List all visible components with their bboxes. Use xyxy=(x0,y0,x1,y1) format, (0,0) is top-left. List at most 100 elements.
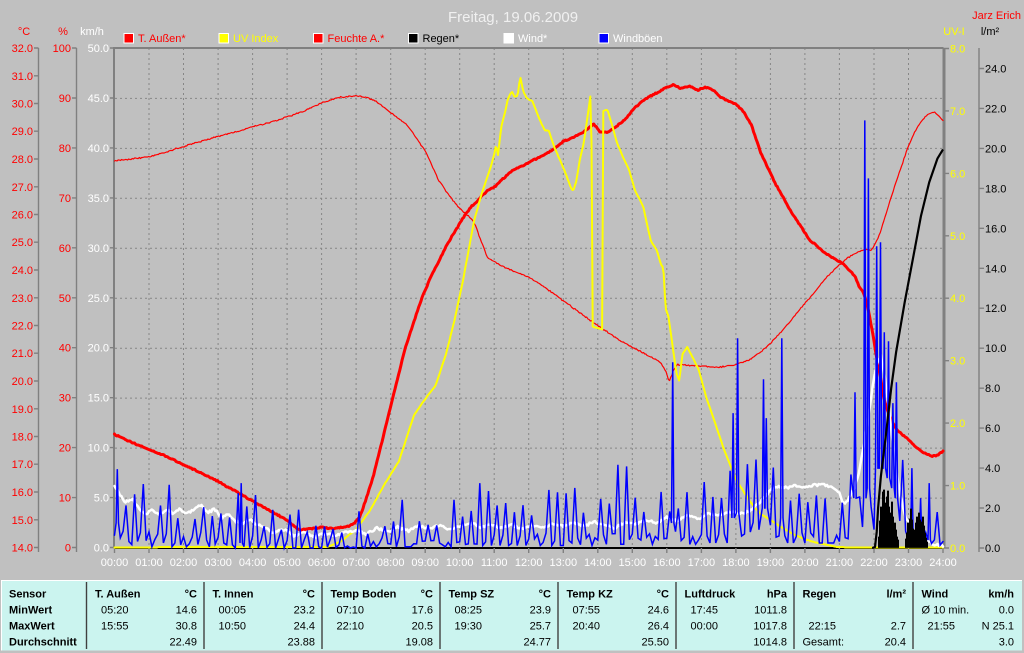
svg-text:18.0: 18.0 xyxy=(985,183,1006,195)
svg-text:0: 0 xyxy=(65,543,71,555)
svg-text:Wind: Wind xyxy=(922,589,949,601)
svg-text:25.50: 25.50 xyxy=(641,636,669,648)
svg-text:25.0: 25.0 xyxy=(88,293,109,305)
svg-text:Temp KZ: Temp KZ xyxy=(567,589,614,601)
svg-text:30.0: 30.0 xyxy=(12,99,33,111)
svg-text:UV Index: UV Index xyxy=(233,33,279,45)
svg-text:15.0: 15.0 xyxy=(88,393,109,405)
svg-text:20.0: 20.0 xyxy=(12,376,33,388)
svg-text:14.0: 14.0 xyxy=(12,543,33,555)
svg-text:07:00: 07:00 xyxy=(342,557,370,569)
svg-text:22.0: 22.0 xyxy=(985,103,1006,115)
svg-text:03:00: 03:00 xyxy=(204,557,232,569)
svg-text:20:40: 20:40 xyxy=(573,621,601,633)
svg-text:05:00: 05:00 xyxy=(273,557,301,569)
svg-text:21:00: 21:00 xyxy=(826,557,854,569)
svg-text:24.4: 24.4 xyxy=(294,621,315,633)
svg-text:21:55: 21:55 xyxy=(928,621,956,633)
svg-text:20.5: 20.5 xyxy=(412,621,433,633)
svg-text:Luftdruck: Luftdruck xyxy=(685,589,737,601)
svg-text:30: 30 xyxy=(59,393,71,405)
svg-text:09:00: 09:00 xyxy=(411,557,439,569)
svg-text:22.0: 22.0 xyxy=(12,321,33,333)
svg-text:T. Innen: T. Innen xyxy=(213,589,254,601)
svg-text:10.0: 10.0 xyxy=(88,443,109,455)
svg-text:km/h: km/h xyxy=(80,26,104,38)
svg-text:26.0: 26.0 xyxy=(12,210,33,222)
svg-text:27.0: 27.0 xyxy=(12,182,33,194)
svg-text:00:05: 00:05 xyxy=(219,605,247,617)
svg-text:02:00: 02:00 xyxy=(170,557,198,569)
svg-text:20.0: 20.0 xyxy=(985,143,1006,155)
svg-text:01:00: 01:00 xyxy=(135,557,163,569)
svg-text:5.0: 5.0 xyxy=(94,493,109,505)
svg-text:14.0: 14.0 xyxy=(985,263,1006,275)
svg-text:Durchschnitt: Durchschnitt xyxy=(9,636,77,648)
svg-text:19.08: 19.08 xyxy=(405,636,433,648)
svg-text:19.0: 19.0 xyxy=(12,404,33,416)
svg-text:T. Außen: T. Außen xyxy=(95,589,141,601)
svg-text:4.0: 4.0 xyxy=(985,463,1000,475)
svg-text:°C: °C xyxy=(657,589,669,601)
svg-text:16:00: 16:00 xyxy=(653,557,681,569)
svg-text:08:00: 08:00 xyxy=(377,557,405,569)
svg-text:10:50: 10:50 xyxy=(219,621,247,633)
svg-text:17:00: 17:00 xyxy=(688,557,716,569)
svg-text:18.0: 18.0 xyxy=(12,432,33,444)
svg-text:N 25.1: N 25.1 xyxy=(982,621,1014,633)
svg-text:07:55: 07:55 xyxy=(573,605,601,617)
svg-text:08:25: 08:25 xyxy=(455,605,483,617)
svg-text:km/h: km/h xyxy=(988,589,1014,601)
svg-text:20.4: 20.4 xyxy=(885,636,906,648)
svg-text:23.2: 23.2 xyxy=(294,605,315,617)
svg-text:70: 70 xyxy=(59,193,71,205)
svg-text:17:45: 17:45 xyxy=(691,605,719,617)
svg-text:00:00: 00:00 xyxy=(691,621,719,633)
svg-text:24.6: 24.6 xyxy=(648,605,669,617)
svg-text:3.0: 3.0 xyxy=(999,636,1014,648)
svg-text:°C: °C xyxy=(539,589,551,601)
svg-text:10: 10 xyxy=(59,493,71,505)
svg-text:32.0: 32.0 xyxy=(12,43,33,55)
svg-text:0.0: 0.0 xyxy=(999,605,1014,617)
svg-text:Sensor: Sensor xyxy=(9,589,47,601)
svg-text:35.0: 35.0 xyxy=(88,193,109,205)
svg-text:Regen*: Regen* xyxy=(423,33,460,45)
svg-text:2.0: 2.0 xyxy=(985,503,1000,515)
svg-text:Gesamt:: Gesamt: xyxy=(803,636,845,648)
svg-text:19:30: 19:30 xyxy=(455,621,483,633)
svg-text:20.0: 20.0 xyxy=(88,343,109,355)
svg-text:40.0: 40.0 xyxy=(88,143,109,155)
svg-text:29.0: 29.0 xyxy=(12,126,33,138)
svg-text:04:00: 04:00 xyxy=(239,557,267,569)
svg-text:50: 50 xyxy=(59,293,71,305)
svg-text:18:00: 18:00 xyxy=(722,557,750,569)
svg-text:hPa: hPa xyxy=(767,589,788,601)
svg-text:°C: °C xyxy=(421,589,433,601)
svg-text:Feuchte A.*: Feuchte A.* xyxy=(328,33,386,45)
svg-text:31.0: 31.0 xyxy=(12,71,33,83)
svg-text:15.0: 15.0 xyxy=(12,515,33,527)
svg-text:22:10: 22:10 xyxy=(337,621,365,633)
svg-text:07:10: 07:10 xyxy=(337,605,365,617)
svg-text:MinWert: MinWert xyxy=(9,605,53,617)
svg-text:1014.8: 1014.8 xyxy=(753,636,787,648)
svg-text:Temp SZ: Temp SZ xyxy=(449,589,495,601)
svg-text:1011.8: 1011.8 xyxy=(754,605,787,617)
svg-text:3.0: 3.0 xyxy=(950,356,965,368)
svg-text:12:00: 12:00 xyxy=(515,557,543,569)
svg-text:l/m²: l/m² xyxy=(886,589,906,601)
svg-text:22:00: 22:00 xyxy=(860,557,888,569)
svg-text:l/m²: l/m² xyxy=(981,26,1000,38)
svg-text:UV-I: UV-I xyxy=(943,26,964,38)
svg-text:Windböen: Windböen xyxy=(613,33,663,45)
svg-text:17.6: 17.6 xyxy=(412,605,433,617)
svg-text:30.0: 30.0 xyxy=(88,243,109,255)
svg-text:45.0: 45.0 xyxy=(88,93,109,105)
svg-text:50.0: 50.0 xyxy=(88,43,109,55)
svg-text:25.7: 25.7 xyxy=(530,621,551,633)
svg-text:21.0: 21.0 xyxy=(12,348,33,360)
svg-text:17.0: 17.0 xyxy=(12,459,33,471)
svg-text:14:00: 14:00 xyxy=(584,557,612,569)
svg-text:06:00: 06:00 xyxy=(308,557,336,569)
